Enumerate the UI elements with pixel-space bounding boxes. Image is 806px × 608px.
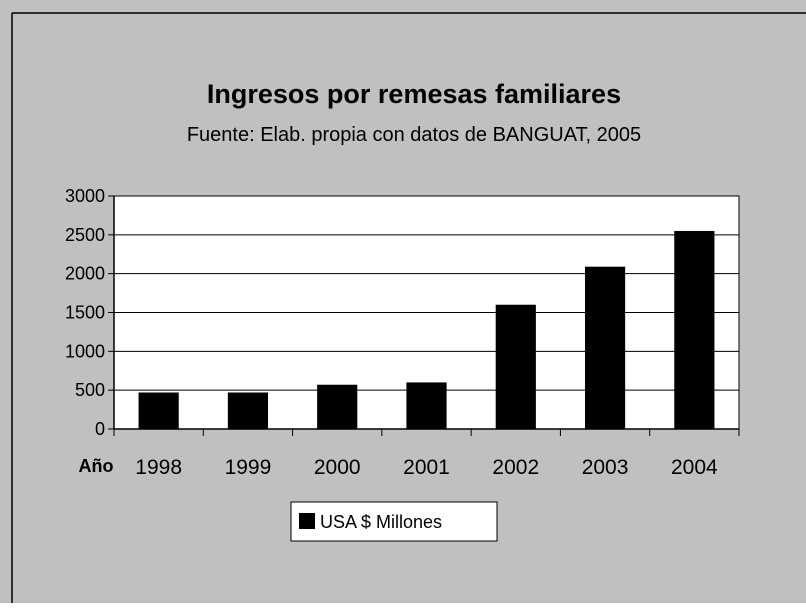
bar-1998	[138, 392, 179, 429]
y-tick-label: 1000	[65, 341, 105, 361]
legend-label: USA $ Millones	[320, 512, 442, 532]
axes	[108, 195, 740, 436]
x-tick-label: 2001	[403, 456, 450, 479]
y-tick-label: 1500	[65, 303, 105, 323]
bar-1999	[227, 392, 269, 429]
x-axis-label: Año	[79, 456, 114, 476]
bar-2000	[317, 384, 358, 429]
x-tick-label: 2003	[582, 456, 629, 479]
x-tick-labels: 1998 1999 2000 2001 2002 2003 2004	[135, 456, 718, 479]
x-tick-label: 1999	[225, 456, 272, 479]
chart-subtitle: Fuente: Elab. propia con datos de BANGUA…	[187, 124, 641, 146]
x-tick-label: 2000	[314, 456, 361, 479]
legend: USA $ Millones	[290, 501, 498, 542]
bar-2004	[674, 230, 715, 429]
x-tick-label: 2004	[671, 456, 718, 479]
bar-2003	[584, 266, 626, 429]
y-tick-label: 2500	[65, 225, 105, 245]
x-tick-label: 1998	[135, 456, 182, 479]
legend-swatch	[299, 513, 315, 529]
legend-box	[290, 501, 498, 542]
bars	[138, 230, 715, 429]
bar-2001	[406, 382, 447, 429]
y-tick-label: 2000	[65, 264, 105, 284]
y-tick-label: 0	[95, 419, 105, 439]
y-tick-label: 500	[75, 380, 105, 400]
y-tick-label: 3000	[65, 186, 105, 206]
chart-title: Ingresos por remesas familiares	[207, 79, 621, 109]
bar-2002	[495, 304, 536, 429]
x-tick-label: 2002	[492, 456, 539, 479]
y-tick-labels: 0 500 1000 1500 2000 2500 3000	[65, 186, 105, 439]
